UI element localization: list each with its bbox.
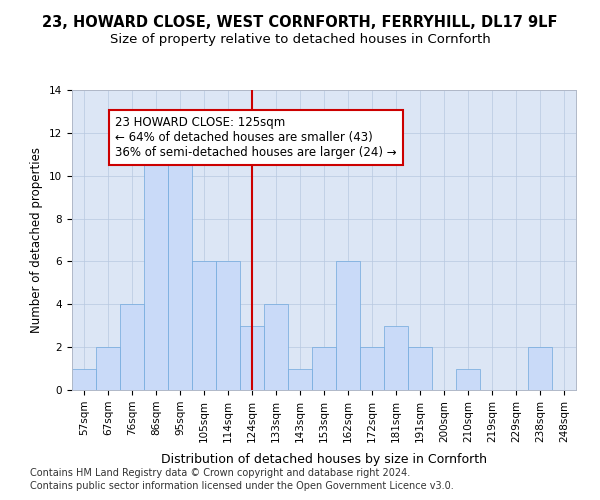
Text: 23 HOWARD CLOSE: 125sqm
← 64% of detached houses are smaller (43)
36% of semi-de: 23 HOWARD CLOSE: 125sqm ← 64% of detache… <box>115 116 397 158</box>
Bar <box>192 262 216 390</box>
Text: 23, HOWARD CLOSE, WEST CORNFORTH, FERRYHILL, DL17 9LF: 23, HOWARD CLOSE, WEST CORNFORTH, FERRYH… <box>42 15 558 30</box>
Text: Contains HM Land Registry data © Crown copyright and database right 2024.: Contains HM Land Registry data © Crown c… <box>30 468 410 477</box>
Y-axis label: Number of detached properties: Number of detached properties <box>31 147 43 333</box>
Bar <box>72 368 96 390</box>
Bar <box>240 326 264 390</box>
Bar <box>528 347 552 390</box>
Text: Size of property relative to detached houses in Cornforth: Size of property relative to detached ho… <box>110 32 490 46</box>
Bar <box>288 368 312 390</box>
Bar <box>120 304 144 390</box>
X-axis label: Distribution of detached houses by size in Cornforth: Distribution of detached houses by size … <box>161 453 487 466</box>
Bar <box>336 262 360 390</box>
Bar <box>408 347 432 390</box>
Text: Contains public sector information licensed under the Open Government Licence v3: Contains public sector information licen… <box>30 481 454 491</box>
Bar <box>144 133 168 390</box>
Bar <box>312 347 336 390</box>
Bar <box>384 326 408 390</box>
Bar <box>456 368 480 390</box>
Bar <box>264 304 288 390</box>
Bar <box>168 154 192 390</box>
Bar <box>216 262 240 390</box>
Bar <box>360 347 384 390</box>
Bar <box>96 347 120 390</box>
